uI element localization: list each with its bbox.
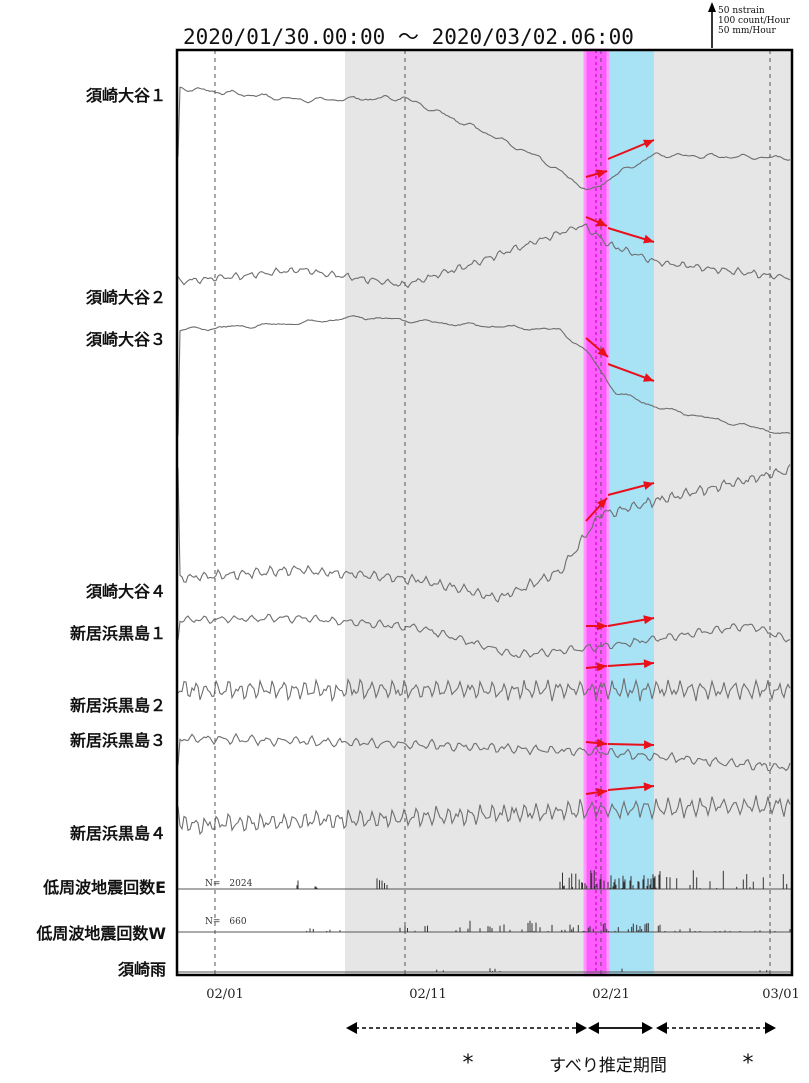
trend-arrow-head — [643, 782, 654, 792]
scale-label-strain: 50 nstrain — [718, 6, 765, 16]
shaded-period — [654, 50, 792, 975]
trend-arrow-head — [643, 373, 654, 382]
trace-niihama-kuroshima-2 — [177, 678, 791, 703]
series-label-niihama-kuroshima-4: 新居浜黒島４ — [70, 824, 166, 843]
trend-arrow-head — [643, 659, 654, 669]
series-label-lfe-count-e: 低周波地震回数E — [42, 878, 166, 897]
trend-arrow-head — [596, 498, 607, 509]
arrow-left-icon — [346, 1022, 357, 1034]
series-label-lfe-count-w: 低周波地震回数W — [35, 924, 166, 943]
trace-suzaki-otani-1 — [177, 86, 791, 191]
chart-title: 2020/01/30.00:00 〜 2020/03/02.06:00 — [183, 25, 634, 49]
trace-suzaki-otani-4 — [177, 464, 791, 603]
trace-niihama-kuroshima-4 — [177, 795, 791, 836]
series-label-suzaki-otani-1: 須崎大谷１ — [85, 86, 166, 105]
trend-arrow-head — [643, 234, 654, 244]
scale-arrow-icon — [708, 2, 716, 12]
x-tick-label: 02/01 — [206, 987, 243, 1002]
scale-legend: 50 nstrain 100 count/Hour 50 mm/Hour — [708, 2, 791, 48]
count-label-e: N= 2024 — [205, 879, 253, 889]
arrow-left-icon — [656, 1022, 667, 1034]
arrow-left-icon — [588, 1022, 599, 1034]
star-after: * — [743, 1051, 754, 1076]
trend-arrow-head — [597, 621, 607, 631]
trend-arrow-head — [643, 740, 654, 750]
trend-arrow-head — [597, 347, 608, 357]
count-label-w: N= 660 — [205, 917, 247, 927]
trend-arrow-head — [596, 169, 607, 179]
station-labels: 須崎大谷１ 須崎大谷２ 須崎大谷３ 須崎大谷４ 新居浜黒島１ 新居浜黒島２ 新居… — [35, 86, 166, 979]
arrow-right-icon — [576, 1022, 587, 1034]
x-tick-label: 03/01 — [762, 987, 799, 1002]
count-bars — [296, 870, 791, 972]
series-label-niihama-kuroshima-1: 新居浜黒島１ — [70, 624, 166, 643]
trend-arrows — [585, 139, 655, 797]
traces — [177, 86, 792, 973]
trace-niihama-kuroshima-1 — [177, 613, 791, 658]
trace-suzaki-otani-3 — [177, 315, 791, 436]
trend-arrow-head — [643, 615, 654, 625]
star-before: * — [463, 1051, 474, 1076]
shaded-period — [608, 50, 654, 975]
x-tick-label: 02/21 — [592, 987, 629, 1002]
trend-arrow-head — [643, 139, 654, 148]
arrow-right-icon — [765, 1022, 776, 1034]
trace-niihama-kuroshima-3 — [177, 732, 791, 772]
series-label-suzaki-otani-2: 須崎大谷２ — [85, 288, 166, 307]
shaded-period — [345, 50, 585, 975]
series-label-suzaki-otani-3: 須崎大谷３ — [85, 330, 166, 349]
scale-label-rain: 50 mm/Hour — [718, 26, 776, 36]
plot-frame — [175, 48, 794, 977]
series-label-niihama-kuroshima-3: 新居浜黒島３ — [70, 731, 166, 750]
trend-arrow-head — [596, 662, 607, 672]
trend-arrow-head — [643, 481, 654, 490]
slip-period-label: すべり推定期間 — [549, 1056, 667, 1076]
trace-suzaki-otani-2 — [177, 223, 791, 289]
series-label-suzaki-otani-4: 須崎大谷４ — [85, 582, 166, 601]
trend-arrow-head — [596, 788, 607, 797]
series-label-suzaki-rain: 須崎雨 — [117, 960, 166, 979]
period-indicators — [346, 1022, 776, 1034]
arrow-right-icon — [642, 1022, 653, 1034]
shaded-periods — [345, 48, 792, 977]
trend-arrow-head — [596, 738, 607, 748]
x-tick-label: 02/11 — [409, 987, 446, 1002]
x-axis-ticks: 02/01 02/11 02/21 03/01 — [206, 987, 799, 1002]
scale-label-count: 100 count/Hour — [718, 16, 791, 26]
trend-arrow-head — [596, 217, 607, 227]
series-label-niihama-kuroshima-2: 新居浜黒島２ — [70, 696, 166, 715]
